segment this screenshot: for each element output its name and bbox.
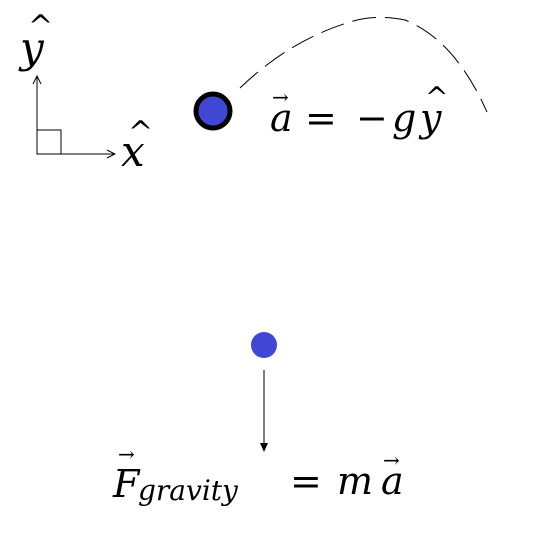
x-axis-letter: x [121, 127, 145, 176]
y-axis-label: y ^ [18, 9, 53, 72]
acceleration-minus: − [356, 96, 388, 140]
x-hat-mark: ^ [128, 115, 153, 150]
force-equals: = [290, 459, 322, 503]
acceleration-vector-arrow: → [272, 85, 289, 109]
coordinate-axes: y ^ x ^ [18, 9, 153, 176]
acceleration-equals: = [305, 96, 337, 140]
projectile-ball [193, 91, 233, 131]
force-symbol: F [112, 462, 141, 506]
acceleration-equation: a → = − g y ^ [270, 81, 448, 140]
x-axis-label: x ^ [121, 115, 153, 176]
mass-symbol: m [337, 459, 373, 503]
trajectory-dashed-curve [239, 16, 488, 113]
force-subscript: gravity [138, 474, 239, 507]
right-angle-marker [36, 129, 62, 155]
force-equation: F → gravity = m a → [112, 442, 404, 507]
acceleration-symbol: a [270, 96, 293, 140]
y-hat-mark: ^ [28, 9, 53, 44]
force-body-ball [251, 332, 277, 358]
y-unit-hat: ^ [425, 81, 448, 114]
y-unit-vector: y [418, 96, 442, 140]
force-acceleration-arrow: → [383, 448, 400, 472]
gravity-constant: g [392, 96, 416, 140]
force-vector-arrow: → [118, 442, 135, 466]
force-acceleration-symbol: a [381, 459, 404, 503]
y-axis-letter: y [18, 23, 45, 72]
